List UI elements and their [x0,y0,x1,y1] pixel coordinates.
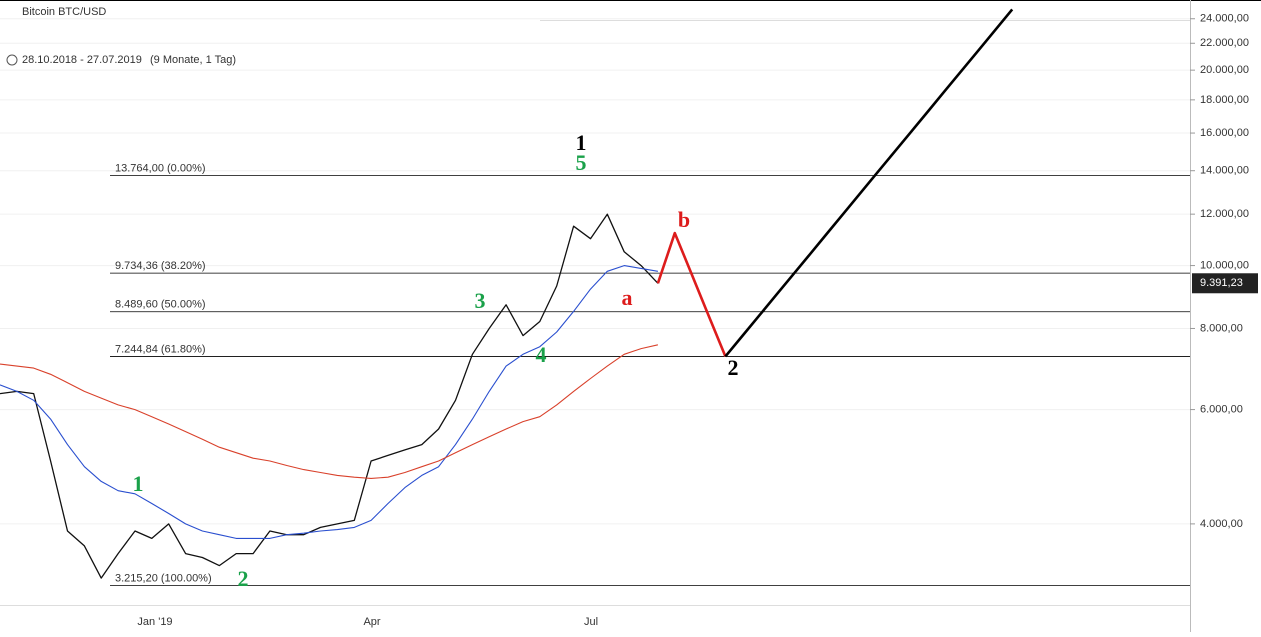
fib-label: 7.244,84 (61.80%) [115,343,206,355]
y-tick-label: 18.000,00 [1200,94,1249,106]
x-tick-label: Jan '19 [137,616,172,628]
wave-label: a [622,285,633,310]
period: (9 Monate, 1 Tag) [150,54,236,66]
y-tick-label: 12.000,00 [1200,208,1249,220]
chart-title: Bitcoin BTC/USD [22,6,106,18]
y-tick-label: 6.000,00 [1200,403,1243,415]
wave-label: 4 [536,342,547,367]
wave-label: 2 [728,355,739,380]
wave-label: b [678,207,690,232]
fib-label: 13.764,00 (0.00%) [115,162,206,174]
series-line [0,344,659,479]
x-tick-label: Apr [363,616,380,628]
y-tick-label: 20.000,00 [1200,64,1249,76]
clock-icon [6,54,18,66]
y-tick-label: 22.000,00 [1200,37,1249,49]
wave-label: 1 [133,471,144,496]
wave-label: 5 [576,150,587,175]
series-line [656,231,727,357]
wave-label: 2 [238,566,249,591]
series-line [724,8,1014,358]
y-tick-label: 4.000,00 [1200,518,1243,530]
x-tick-label: Jul [584,616,598,628]
plot-area [0,8,1190,586]
wave-label: 1 [576,130,587,155]
y-tick-label: 10.000,00 [1200,259,1249,271]
fib-label: 8.489,60 (50.00%) [115,299,206,311]
series-line [0,213,659,579]
series-line [0,265,658,539]
y-tick-label: 24.000,00 [1200,13,1249,25]
price-tag [1192,273,1258,294]
fib-label: 9.734,36 (38.20%) [115,260,206,272]
y-tick-label: 14.000,00 [1200,165,1249,177]
y-tick-label: 16.000,00 [1200,127,1249,139]
wave-label: 3 [475,288,486,313]
y-tick-label: 8.000,00 [1200,322,1243,334]
date-range: 28.10.2018 - 27.07.2019 [22,54,142,66]
price-tag-label: 9.391,23 [1200,277,1243,289]
fib-label: 3.215,20 (100.00%) [115,572,212,584]
